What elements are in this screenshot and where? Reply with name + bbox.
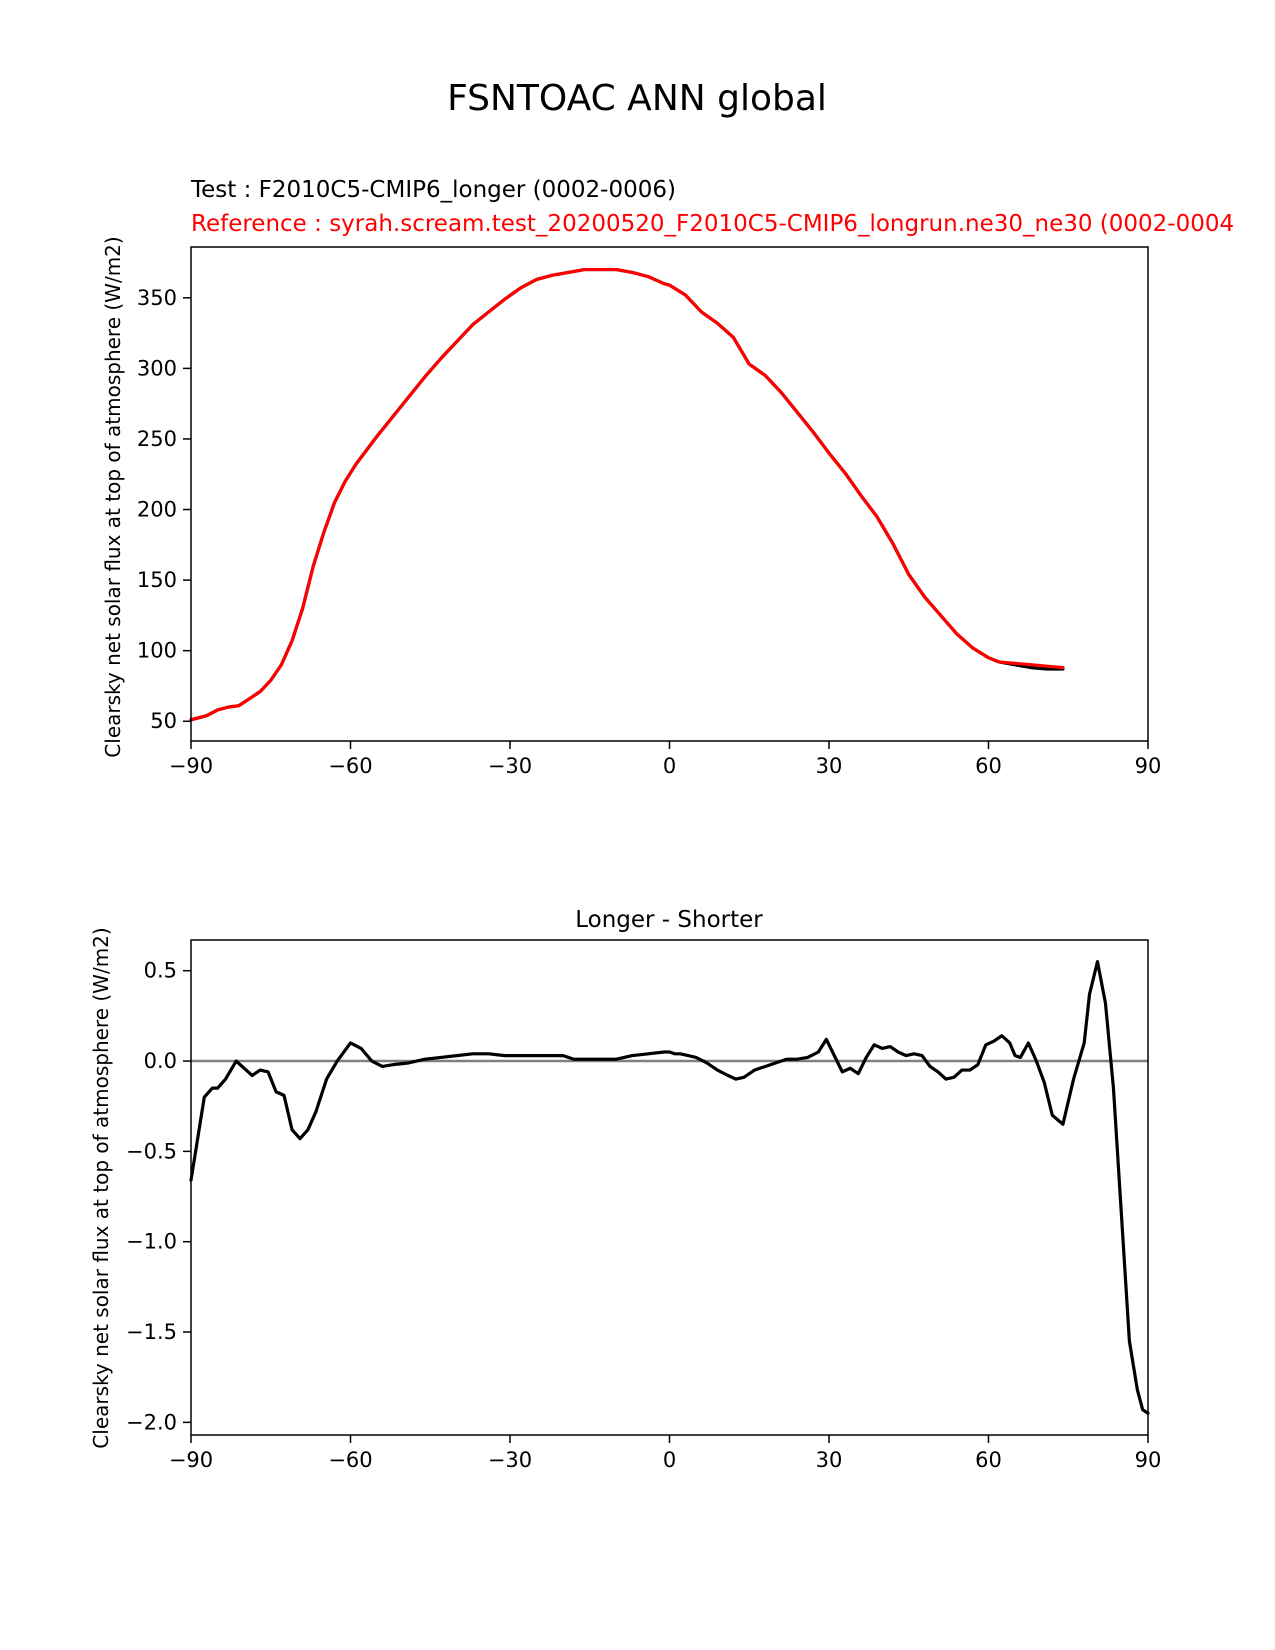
top-y-tick-label: 150 [137, 568, 177, 592]
bottom-y-tick-label: 0.0 [144, 1049, 177, 1073]
top-y-tick-label: 300 [137, 356, 177, 380]
top-x-tick-label: −30 [488, 754, 532, 778]
bottom-y-tick-label: 0.5 [144, 959, 177, 983]
bottom-y-tick-label: −0.5 [126, 1139, 177, 1163]
bottom-axes-frame [190, 939, 1149, 1436]
top-series-test-line [189, 267, 1065, 722]
bottom-y-tick-label: −1.0 [126, 1230, 177, 1254]
bottom-x-tick-label: −60 [328, 1448, 372, 1472]
top-y-tick-label: 50 [150, 709, 177, 733]
test-subtitle: Test : F2010C5-CMIP6_longer (0002-0006) [190, 177, 676, 203]
figure-title: FSNTOAC ANN global [447, 78, 827, 119]
bottom-x-tick-label: −90 [169, 1448, 213, 1472]
bottom-chart-title: Longer - Shorter [575, 907, 763, 933]
bottom-x-tick-label: −30 [488, 1448, 532, 1472]
bottom-x-tick-label: 60 [975, 1448, 1002, 1472]
top-plot-area: −90 −60 −30 0 30 60 90 50 100 150 200 250 300 350 [137, 267, 1162, 778]
top-x-tick-label: −90 [169, 754, 213, 778]
top-x-tick-label: 30 [816, 754, 843, 778]
bottom-y-tick-label: −1.5 [126, 1320, 177, 1344]
bottom-x-tick-label: 90 [1135, 1448, 1162, 1472]
bottom-series-difference-line [189, 960, 1150, 1415]
top-series-reference-line [189, 267, 1065, 722]
top-axes-frame [190, 246, 1149, 742]
top-y-tick-label: 100 [137, 639, 177, 663]
top-x-tick-label: 60 [975, 754, 1002, 778]
bottom-y-axis-label: Clearsky net solar flux at top of atmosp… [89, 927, 113, 1448]
top-y-tick-label: 250 [137, 427, 177, 451]
bottom-x-tick-label: 0 [663, 1448, 676, 1472]
top-chart-panel: Test : F2010C5-CMIP6_longer (0002-0006) … [101, 177, 1234, 778]
reference-subtitle: Reference : syrah.scream.test_20200520_F… [191, 211, 1234, 237]
bottom-x-tick-label: 30 [816, 1448, 843, 1472]
top-x-tick-label: 90 [1135, 754, 1162, 778]
top-x-tick-label: 0 [663, 754, 676, 778]
top-x-tick-label: −60 [328, 754, 372, 778]
top-y-tick-label: 350 [137, 286, 177, 310]
top-y-tick-label: 200 [137, 498, 177, 522]
bottom-y-tick-label: −2.0 [126, 1410, 177, 1434]
bottom-plot-area: −90 −60 −30 0 30 60 90 0.5 0.0 −0.5 −1.0 −1.5 −2.0 [126, 959, 1161, 1472]
top-y-axis-label: Clearsky net solar flux at top of atmosp… [101, 236, 125, 757]
bottom-chart-panel: Longer - Shorter Clearsky net solar flux… [89, 907, 1161, 1472]
